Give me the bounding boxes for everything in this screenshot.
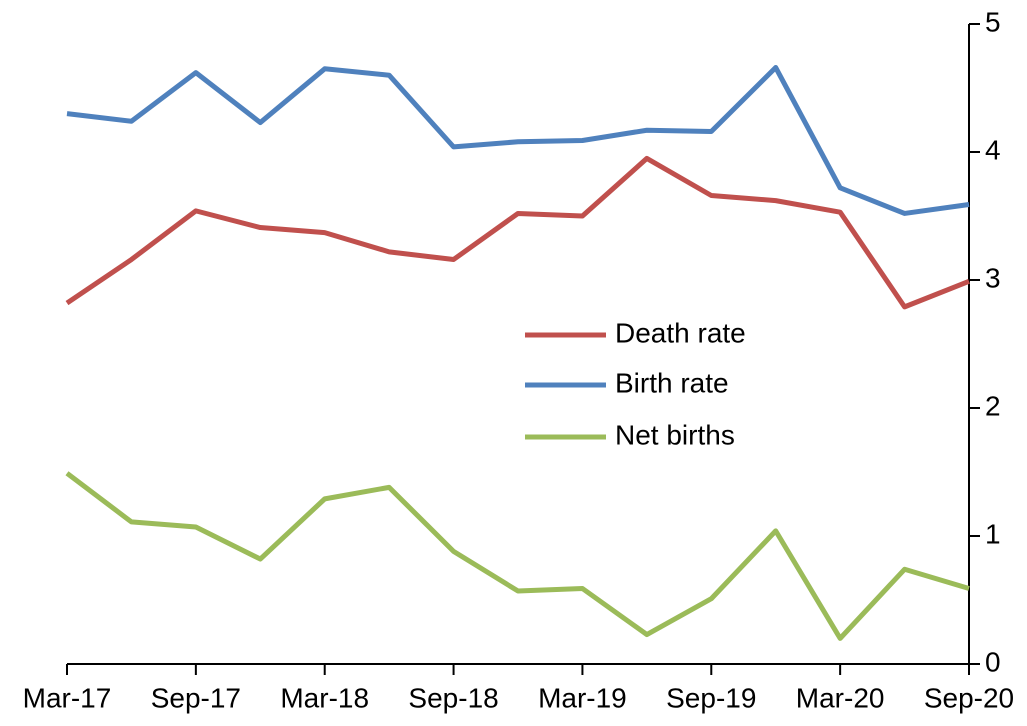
x-tick-label: Mar-20	[796, 682, 885, 713]
line-series	[66, 65, 970, 216]
y-tick-label: 3	[985, 262, 1001, 293]
y-tick-label: 4	[985, 134, 1001, 165]
x-tick-label: Sep-18	[408, 682, 498, 713]
legend-label: Birth rate	[615, 367, 729, 398]
x-tick-label: Sep-19	[666, 682, 756, 713]
legend-label: Net births	[615, 419, 735, 450]
line-series	[65, 155, 970, 310]
x-tick-label: Sep-17	[151, 682, 241, 713]
y-tick-label: 0	[985, 646, 1001, 677]
y-tick-label: 2	[985, 390, 1001, 421]
line-series	[65, 471, 970, 641]
x-tick-label: Mar-18	[280, 682, 369, 713]
legend-label: Death rate	[615, 317, 746, 348]
y-tick-label: 5	[985, 6, 1001, 37]
x-tick-label: Mar-17	[23, 682, 112, 713]
x-tick-label: Sep-20	[924, 682, 1014, 713]
y-tick-label: 1	[985, 518, 1001, 549]
x-tick-label: Mar-19	[538, 682, 627, 713]
